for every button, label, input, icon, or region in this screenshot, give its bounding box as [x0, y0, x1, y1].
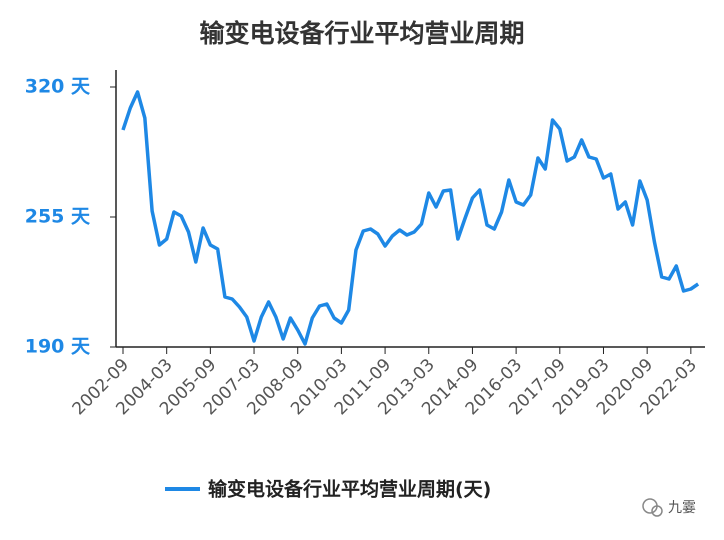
y-tick-label: 190 天	[25, 336, 91, 358]
chart-title: 输变电设备行业平均营业周期	[199, 19, 524, 48]
data-line	[121, 90, 700, 346]
y-tick-label: 255 天	[25, 206, 91, 228]
y-tick-label: 320 天	[25, 76, 91, 98]
watermark: 九霎	[668, 500, 696, 516]
watermark-icon	[642, 498, 663, 517]
legend-label: 输变电设备行业平均营业周期(天)	[208, 478, 491, 501]
